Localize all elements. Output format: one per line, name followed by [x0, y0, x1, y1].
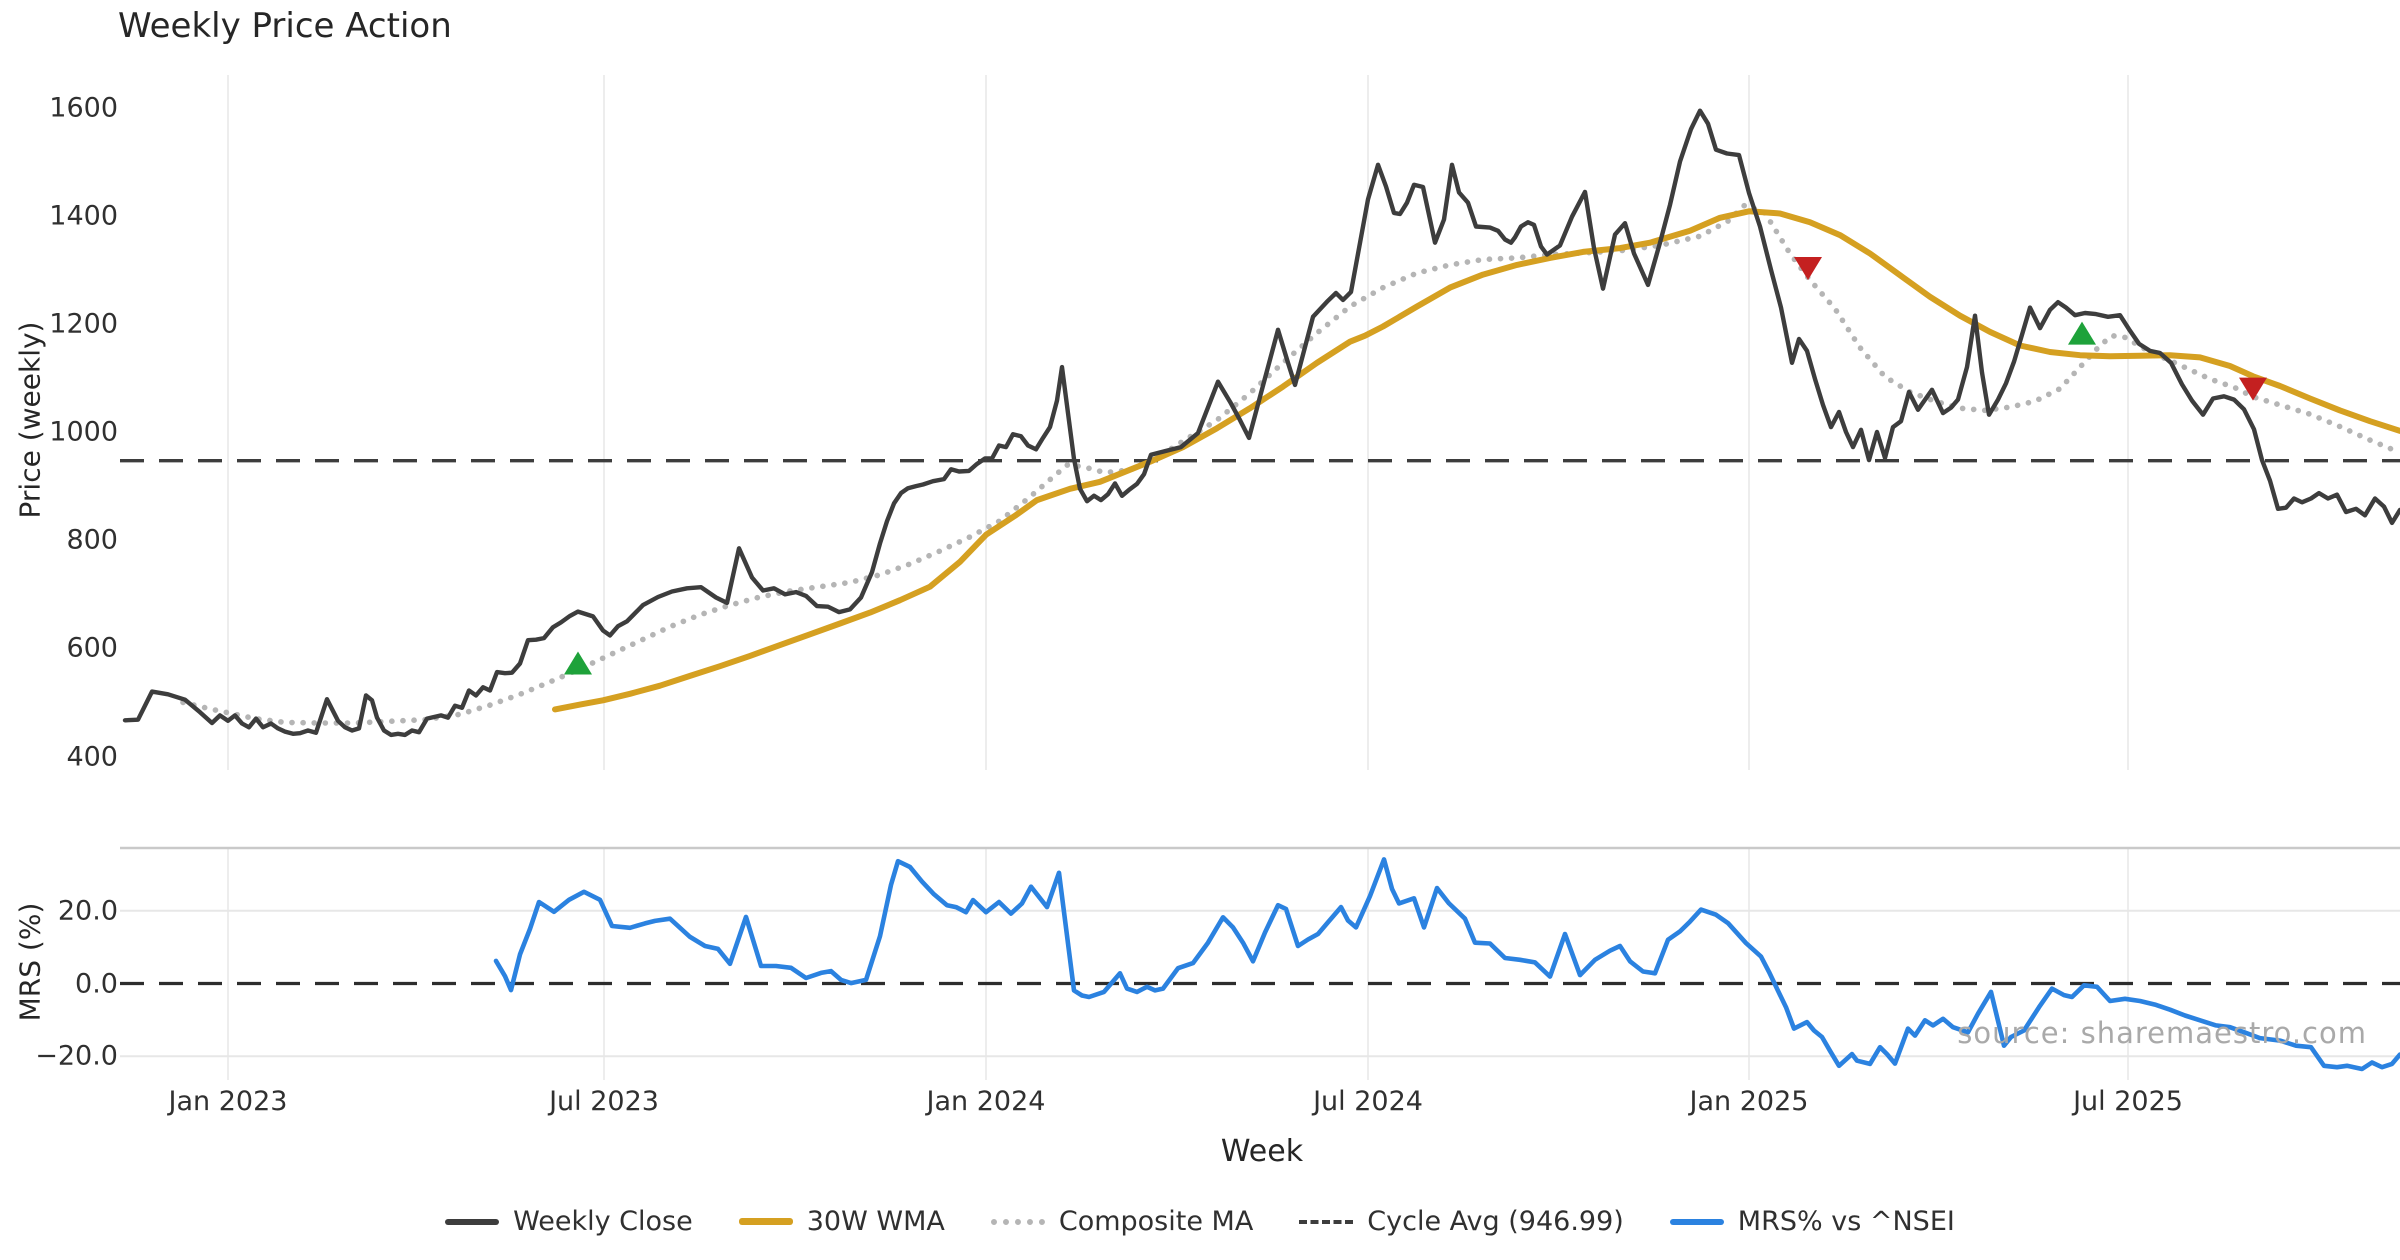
mrs-line-swatch	[1669, 1218, 1724, 1225]
x-tick-label: Jul 2025	[2073, 1086, 2183, 1117]
mrs-axis-label: MRS (%)	[13, 902, 47, 1022]
composite-ma-line-swatch	[990, 1218, 1045, 1225]
wma-line-swatch	[738, 1218, 793, 1225]
buy-signal-marker	[2068, 321, 2096, 345]
price-y-tick-label: 1600	[49, 92, 118, 123]
mrs-y-tick-label: 0.0	[75, 968, 118, 999]
price-y-tick-label: 400	[66, 741, 118, 772]
legend-label: Composite MA	[1058, 1206, 1254, 1237]
legend-item-composite-ma: Composite MA	[990, 1206, 1254, 1237]
legend-item-cycle-avg: Cycle Avg (946.99)	[1299, 1206, 1624, 1237]
mrs-line	[493, 857, 2400, 1072]
wma-line	[552, 208, 2400, 713]
legend-label: 30W WMA	[806, 1206, 945, 1237]
x-tick-label: Jan 2024	[926, 1086, 1046, 1117]
mrs-y-tick-label: 20.0	[57, 895, 118, 927]
legend-item-mrs: MRS% vs ^NSEI	[1669, 1206, 1955, 1237]
source-watermark: source: sharemaestro.com	[1957, 1016, 2367, 1050]
price-y-tick-label: 1400	[49, 200, 118, 232]
x-tick-label: Jan 2025	[1689, 1086, 1809, 1117]
x-axis-label: Week	[1220, 1134, 1304, 1169]
legend-item-weekly-close: Weekly Close	[445, 1206, 693, 1237]
price-y-tick-label: 600	[66, 632, 118, 664]
sell-signal-marker	[1794, 257, 1822, 281]
x-tick-label: Jul 2023	[549, 1086, 659, 1117]
weekly-close-line	[122, 108, 2400, 738]
legend-label: Weekly Close	[513, 1206, 693, 1237]
x-tick-label: Jan 2023	[168, 1086, 288, 1117]
chart-title: Weekly Price Action	[118, 6, 452, 46]
legend-item-30w-wma: 30W WMA	[738, 1206, 945, 1237]
cycle-avg-line-swatch	[1299, 1219, 1354, 1224]
legend-label: Cycle Avg (946.99)	[1367, 1206, 1624, 1237]
buy-signal-marker	[564, 651, 592, 675]
weekly-close-line-swatch	[445, 1218, 500, 1225]
price-y-tick-label: 800	[66, 524, 118, 556]
price-y-tick-label: 1000	[49, 416, 118, 448]
composite-ma-line	[180, 202, 2400, 726]
price-y-tick-label: 1200	[49, 308, 118, 340]
sell-signal-marker	[2239, 377, 2267, 401]
chart-legend: Weekly Close 30W WMA Composite MA Cycle …	[0, 1206, 2400, 1237]
mrs-y-tick-label: −20.0	[35, 1040, 118, 1072]
legend-label: MRS% vs ^NSEI	[1737, 1206, 1955, 1237]
price-axis-label: Price (weekly)	[13, 321, 47, 519]
x-tick-label: Jul 2024	[1313, 1086, 1423, 1117]
